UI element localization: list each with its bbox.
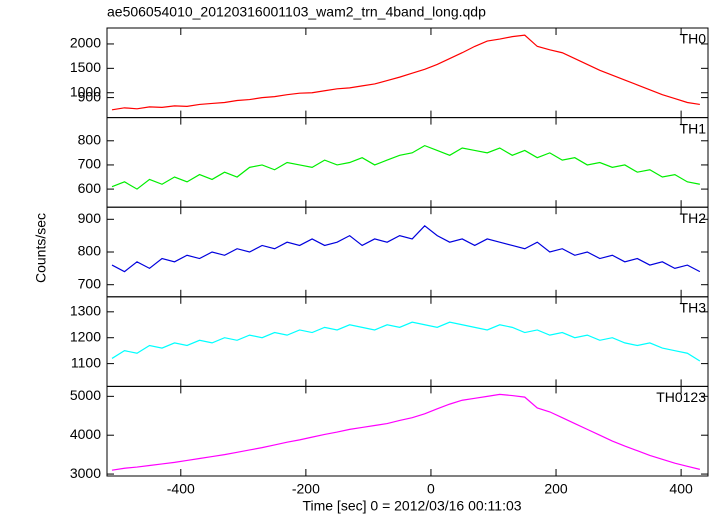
y-tick-label: 800 [78,243,102,259]
y-tick-label: 1500 [70,59,101,75]
y-tick-label: 3000 [70,465,101,481]
panel-frame [106,385,709,477]
y-tick-label: 700 [78,275,102,291]
panel-frame [106,117,709,208]
y-axis-label: Counts/sec [33,213,49,283]
y-tick-label: 5000 [70,387,101,403]
y-tick-label: 800 [78,131,102,147]
y-tick-label: 1000 [70,83,101,99]
series-label: TH1 [680,120,707,136]
y-tick-label: 4000 [70,426,101,442]
series-label: TH0 [680,31,707,47]
x-tick-label: -200 [292,481,320,497]
y-tick-label: 1300 [70,303,101,319]
y-tick-label: 700 [78,156,102,172]
x-tick-label: 0 [427,481,435,497]
y-tick-label: 1200 [70,328,101,344]
x-tick-label: 200 [544,481,568,497]
series-label: TH0123 [656,389,706,405]
data-line [111,321,701,362]
series-label: TH3 [680,300,707,316]
x-axis-label: Time [sec] 0 = 2012/03/16 00:11:03 [302,498,521,514]
y-tick-label: 600 [78,180,102,196]
chart-title: ae506054010_20120316001103_wam2_trn_4ban… [107,4,486,20]
series-label: TH2 [680,210,707,226]
y-tick-label: 2000 [70,35,101,51]
x-tick-label: -400 [167,481,195,497]
data-line [111,144,700,190]
data-line [111,225,701,273]
y-tick-label: 1100 [71,354,101,370]
y-tick-label: 900 [78,210,102,226]
x-tick-label: 400 [669,481,693,497]
data-line [111,34,700,111]
data-line [111,393,701,471]
panel-frame [106,27,709,119]
y-tick-label: 900 [78,88,102,104]
panel-frame [106,206,709,298]
